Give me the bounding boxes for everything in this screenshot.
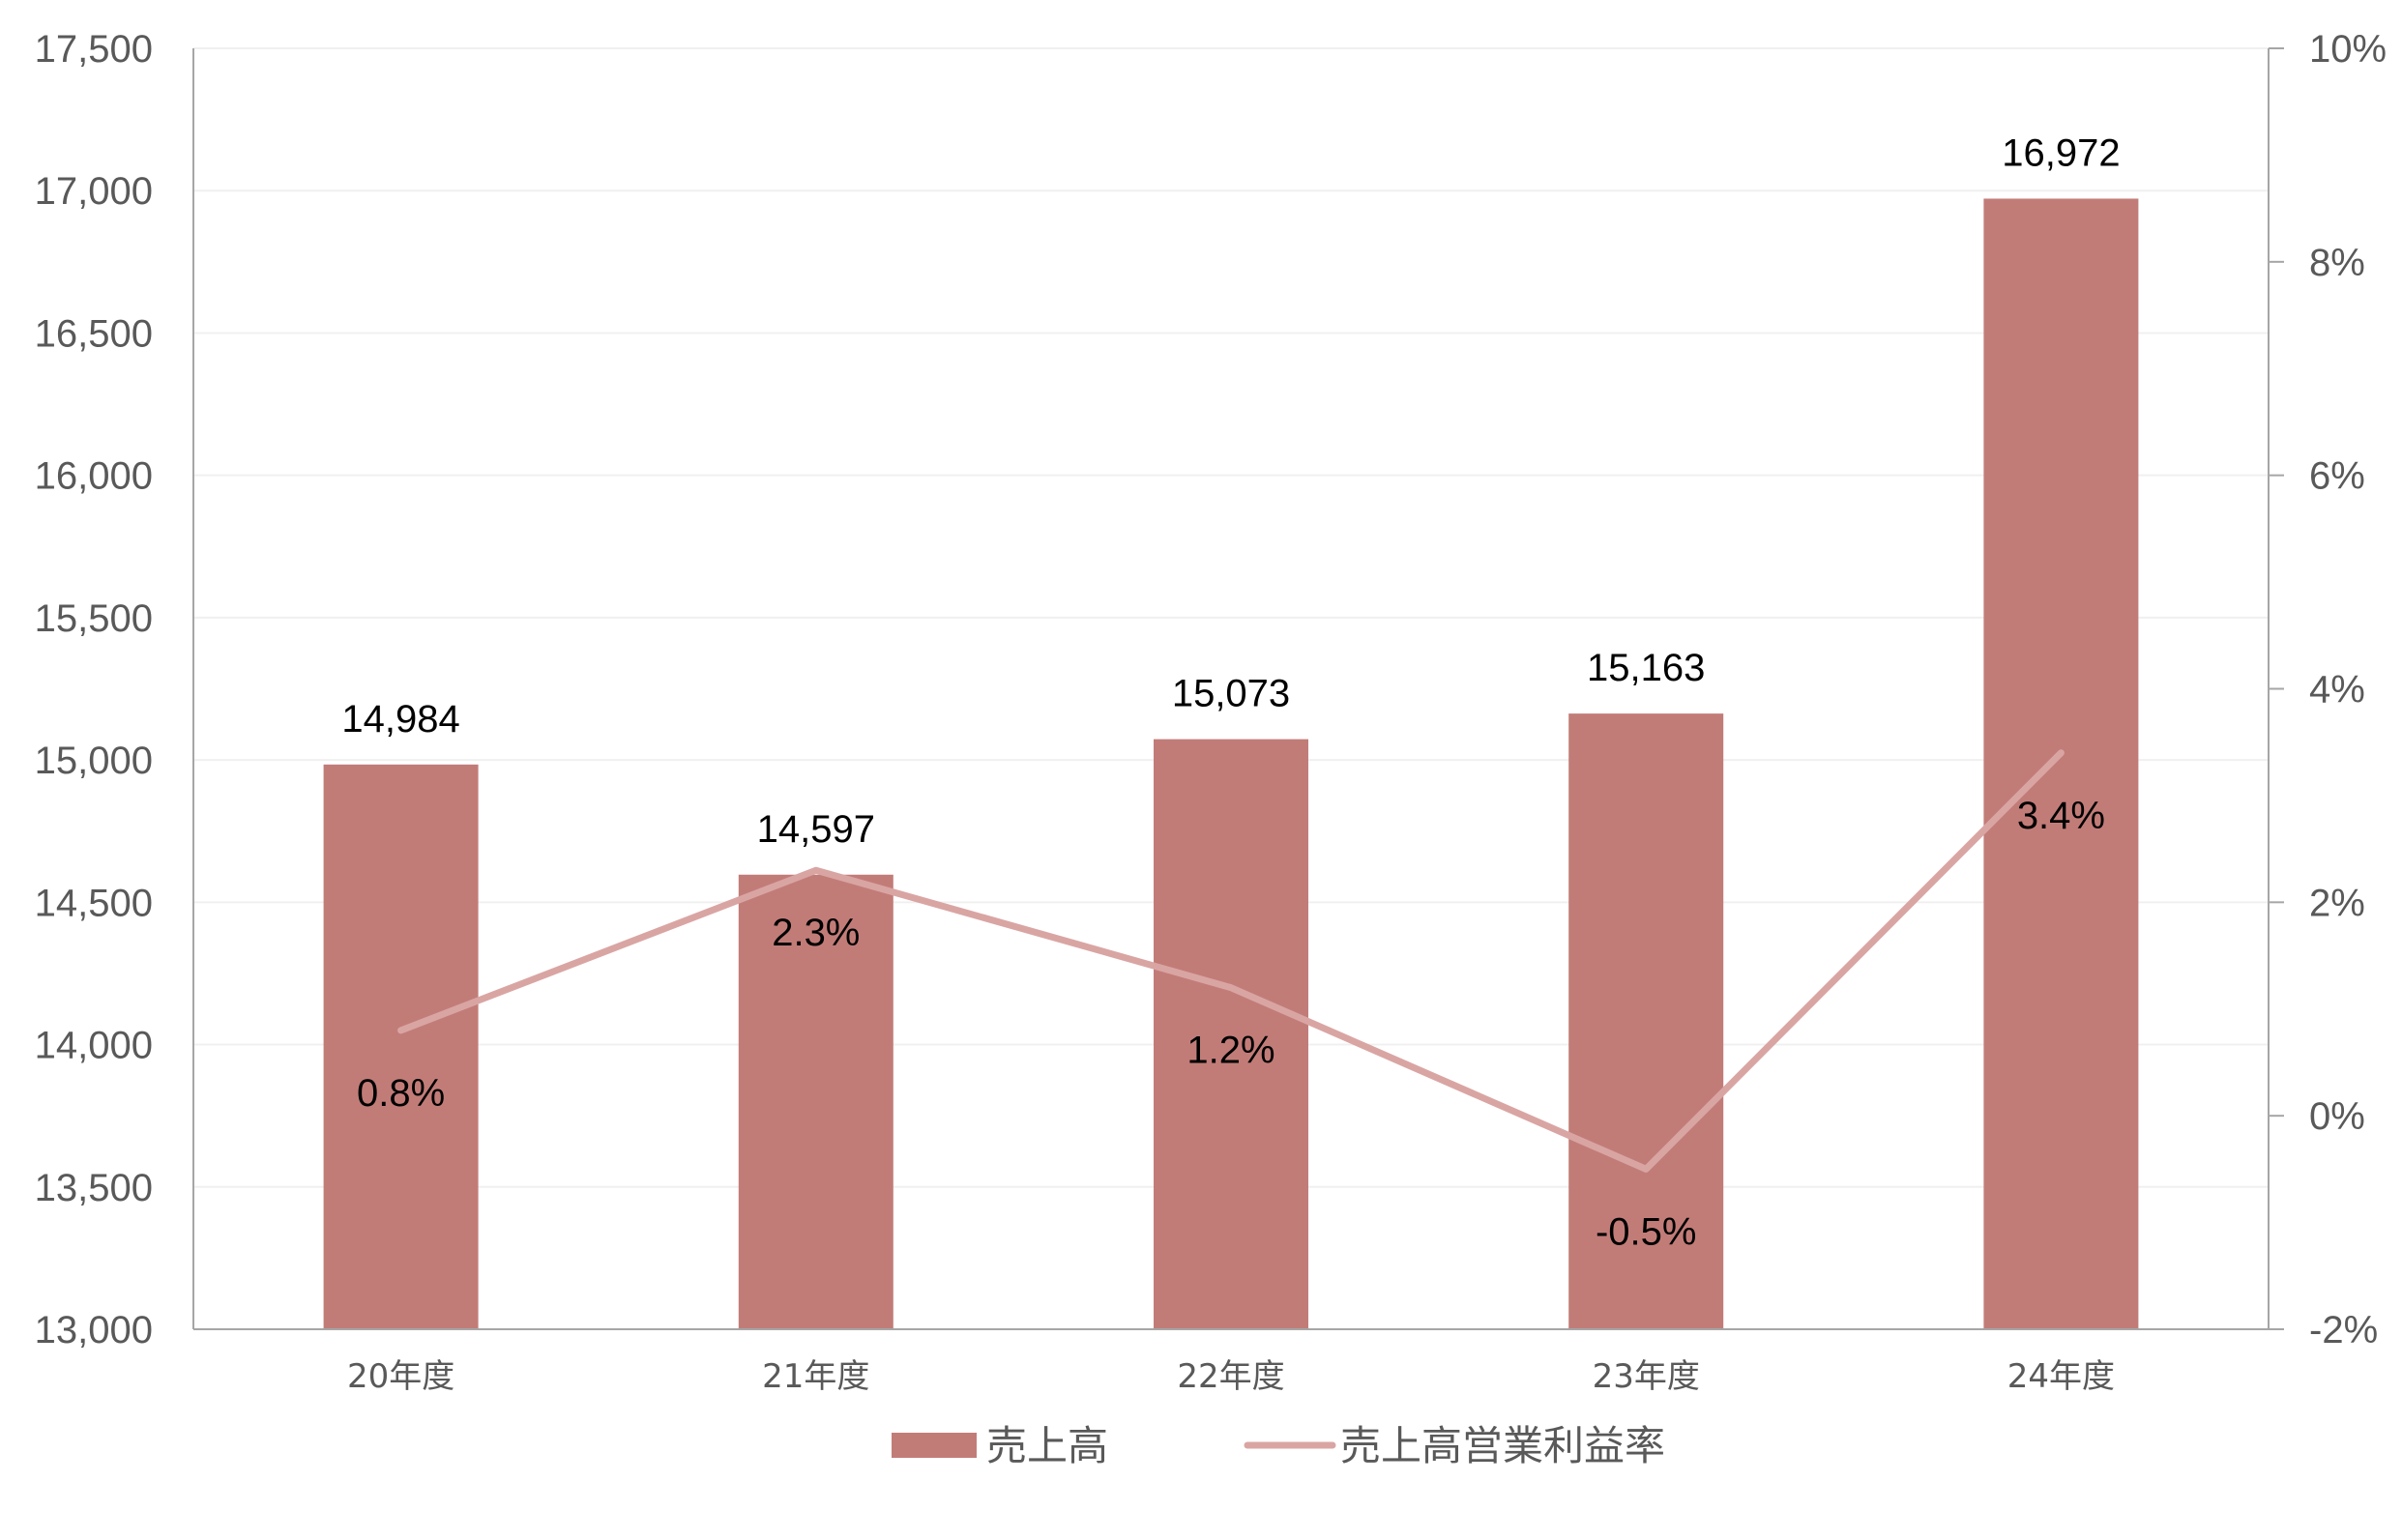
tick-labels: 13,000 13,500 14,000 14,500 15,000 15,500 16,0… — [35, 28, 2387, 1396]
y-left-tick-label: 16,500 — [35, 312, 153, 355]
bar-data-label: 15,073 — [1172, 673, 1290, 715]
y-left-tick-label: 15,000 — [35, 740, 153, 782]
y-right-tick-label: 8% — [2309, 242, 2365, 284]
line-data-label: 1.2% — [1186, 1030, 1274, 1072]
y-right-tick-label: 4% — [2309, 669, 2365, 712]
bar-data-label: 14,597 — [757, 808, 875, 851]
y-right-tick-label: -2% — [2309, 1309, 2378, 1351]
legend-label-line: 売上高営業利益率 — [1340, 1422, 1665, 1469]
y-left-tick-label: 14,500 — [35, 882, 153, 924]
y-right-tick-label: 6% — [2309, 455, 2365, 498]
x-category-label: 23年度 — [1593, 1357, 1700, 1396]
bar — [323, 764, 479, 1329]
bar — [738, 874, 893, 1329]
line-data-label: 2.3% — [772, 912, 860, 954]
legend-label-bar: 売上高 — [986, 1422, 1108, 1469]
y-right-tick-label: 0% — [2309, 1095, 2365, 1138]
line-data-label: 3.4% — [2017, 795, 2105, 837]
y-left-tick-label: 14,000 — [35, 1025, 153, 1067]
x-category-label: 22年度 — [1177, 1357, 1284, 1396]
y-right-tick-label: 10% — [2309, 28, 2387, 71]
x-category-label: 21年度 — [762, 1357, 869, 1396]
legend: 売上高 売上高営業利益率 — [892, 1422, 1665, 1469]
line-series — [397, 749, 2065, 1173]
y-right-tick-label: 2% — [2309, 882, 2365, 924]
axes — [192, 47, 2284, 1330]
x-category-label: 24年度 — [2007, 1357, 2115, 1396]
bar — [1983, 198, 2139, 1329]
line-data-label: -0.5% — [1596, 1210, 1697, 1253]
y-left-tick-label: 13,000 — [35, 1309, 153, 1351]
y-left-tick-label: 13,500 — [35, 1167, 153, 1209]
line-data-label: 0.8% — [357, 1072, 445, 1115]
bar-data-label: 15,163 — [1587, 647, 1705, 689]
legend-swatch-bar — [892, 1433, 977, 1458]
bar-series — [323, 198, 2139, 1329]
bar-data-label: 16,972 — [2002, 131, 2120, 174]
y-left-tick-label: 16,000 — [35, 455, 153, 498]
bar — [1568, 713, 1724, 1329]
y-left-tick-label: 15,500 — [35, 597, 153, 640]
y-left-tick-label: 17,000 — [35, 170, 153, 213]
x-category-label: 20年度 — [347, 1357, 454, 1396]
data-labels: 14,984 14,597 15,073 15,163 16,972 0.8% 2.3% 1.… — [341, 131, 2120, 1253]
bar — [1154, 739, 1308, 1329]
bar-data-label: 14,984 — [341, 698, 459, 741]
y-left-tick-label: 17,500 — [35, 28, 153, 71]
